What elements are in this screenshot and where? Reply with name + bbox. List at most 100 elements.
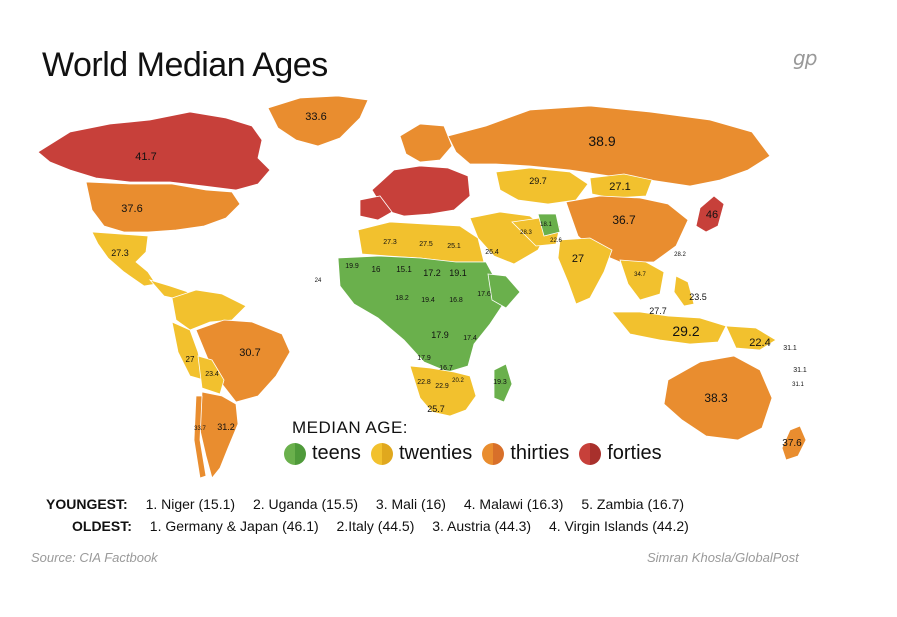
map-title: World Median Ages: [42, 46, 328, 84]
map-value-philippines: 23.5: [689, 292, 707, 302]
oldest-entry: 3. Austria (44.3): [432, 518, 532, 534]
region-philippines: [673, 275, 695, 307]
map-value-usa: 37.6: [121, 203, 142, 215]
map-value-algeria: 27.3: [383, 239, 397, 246]
legend-swatch-twenties: [370, 442, 393, 465]
map-value-timor: 27.7: [649, 306, 667, 316]
region-indonesia: [611, 311, 727, 345]
youngest-entry: 5. Zambia (16.7): [581, 496, 685, 512]
legend-label-forties: forties: [607, 442, 662, 464]
region-sahel: [337, 255, 507, 373]
map-value-indonesia: 29.2: [672, 323, 699, 339]
map-value-china: 36.7: [612, 213, 636, 227]
region-mexico: [91, 231, 157, 287]
map-value-mongolia: 27.1: [609, 181, 630, 193]
region-horn: [487, 273, 521, 309]
oldest-entry: 4. Virgin Islands (44.2): [548, 518, 689, 534]
map-value-drc: 17.9: [431, 330, 449, 340]
map-value-mozambique: 20.2: [452, 378, 464, 384]
map-value-pakistan: 22.6: [550, 238, 562, 244]
author-credit: Simran Khosla/GlobalPost: [647, 550, 799, 565]
legend-item-thirties: thirties: [482, 442, 569, 465]
legend-swatch-thirties: [482, 442, 505, 465]
region-greenland: [267, 95, 369, 147]
map-value-labels: 33.6 41.7 37.6 27.3 38.9 27.1 29.7 36.7 46 27 29.2…: [111, 111, 807, 449]
map-value-niger: 15.1: [396, 265, 412, 274]
youngest-entry: 2. Uganda (15.5): [252, 496, 359, 512]
region-japan: [695, 195, 725, 233]
map-value-kazakhstan: 29.7: [529, 176, 547, 186]
map-value-new-zealand: 37.6: [782, 438, 802, 449]
map-value-greenland: 33.6: [305, 111, 326, 123]
legend-swatch-teens: [284, 442, 306, 465]
region-mongolia: [589, 173, 653, 199]
map-value-atlantic-1: 24: [315, 278, 322, 284]
region-argentina: [199, 391, 239, 479]
map-value-chad: 17.2: [423, 268, 441, 278]
legend-item-twenties: twenties: [370, 442, 473, 465]
legend-item-forties: forties: [579, 442, 662, 465]
map-value-japan: 46: [706, 209, 718, 221]
legend-title: MEDIAN AGE:: [292, 418, 409, 437]
map-value-canada: 41.7: [135, 151, 156, 163]
map-value-mali: 16: [372, 265, 381, 274]
map-value-chile: 33.7: [194, 426, 206, 432]
map-value-bolivia: 23.4: [205, 371, 219, 378]
region-se-asia: [619, 259, 665, 301]
map-value-zambia: 16.7: [439, 365, 453, 372]
youngest-label: YOUNGEST:: [46, 496, 128, 512]
youngest-row: YOUNGEST: 1. Niger (15.1) 2. Uganda (15.…: [46, 496, 684, 512]
legend-label-thirties: thirties: [510, 442, 570, 464]
region-scandinavia: [399, 123, 453, 163]
map-value-nigeria: 18.2: [395, 295, 409, 302]
legend: teens twenties thirties forties: [284, 442, 672, 465]
map-value-botswana: 22.9: [435, 383, 449, 390]
globalpost-logo: gp: [793, 46, 817, 70]
map-value-australia: 38.3: [704, 391, 728, 405]
region-chile: [193, 395, 207, 479]
map-value-car: 16.8: [449, 297, 463, 304]
map-value-peru: 27: [186, 355, 195, 364]
region-bolivia: [197, 355, 225, 395]
source-note: Source: CIA Factbook: [31, 550, 158, 565]
map-value-cameroon: 19.4: [421, 297, 435, 304]
region-usa: [85, 181, 241, 233]
youngest-entry: 3. Mali (16): [375, 496, 446, 512]
map-value-egypt: 25.1: [447, 243, 461, 250]
map-value-libya: 27.5: [419, 241, 433, 248]
map-value-pacific-1: 31.1: [783, 345, 797, 352]
region-iberia: [359, 195, 393, 221]
legend-label-twenties: twenties: [398, 442, 473, 464]
map-value-argentina: 31.2: [217, 422, 235, 432]
oldest-entry: 1. Germany & Japan (46.1): [149, 518, 319, 534]
region-png: [725, 325, 777, 351]
map-value-brazil: 30.7: [239, 347, 260, 359]
map-value-vietnam: 28.2: [674, 252, 686, 258]
legend-label-teens: teens: [312, 442, 361, 464]
oldest-row: OLDEST: 1. Germany & Japan (46.1) 2.Ital…: [72, 518, 689, 534]
map-value-mexico: 27.3: [111, 248, 129, 258]
map-value-sudan: 19.1: [449, 268, 467, 278]
region-madagascar: [493, 363, 513, 403]
region-russia: [447, 105, 771, 187]
map-value-india: 27: [572, 253, 584, 265]
legend-swatch-forties: [579, 442, 602, 465]
legend-item-teens: teens: [284, 442, 361, 465]
map-value-madagascar: 19.3: [493, 379, 507, 386]
map-value-namibia: 22.8: [417, 379, 431, 386]
region-s-africa: [409, 365, 477, 417]
region-kazakhstan: [495, 167, 589, 205]
region-nz: [781, 425, 807, 461]
map-value-afghanistan: 18.1: [540, 222, 552, 228]
region-w-europe: [371, 165, 471, 217]
map-value-russia: 38.9: [588, 133, 615, 149]
oldest-entry: 2.Italy (44.5): [336, 518, 415, 534]
map-value-iran: 28.3: [520, 230, 532, 236]
youngest-entry: 1. Niger (15.1): [145, 496, 236, 512]
region-canada: [37, 111, 271, 191]
map-value-thailand: 34.7: [634, 272, 646, 278]
map-value-saudi: 26.4: [485, 249, 499, 256]
region-india: [557, 237, 613, 305]
youngest-entry: 4. Malawi (16.3): [463, 496, 564, 512]
